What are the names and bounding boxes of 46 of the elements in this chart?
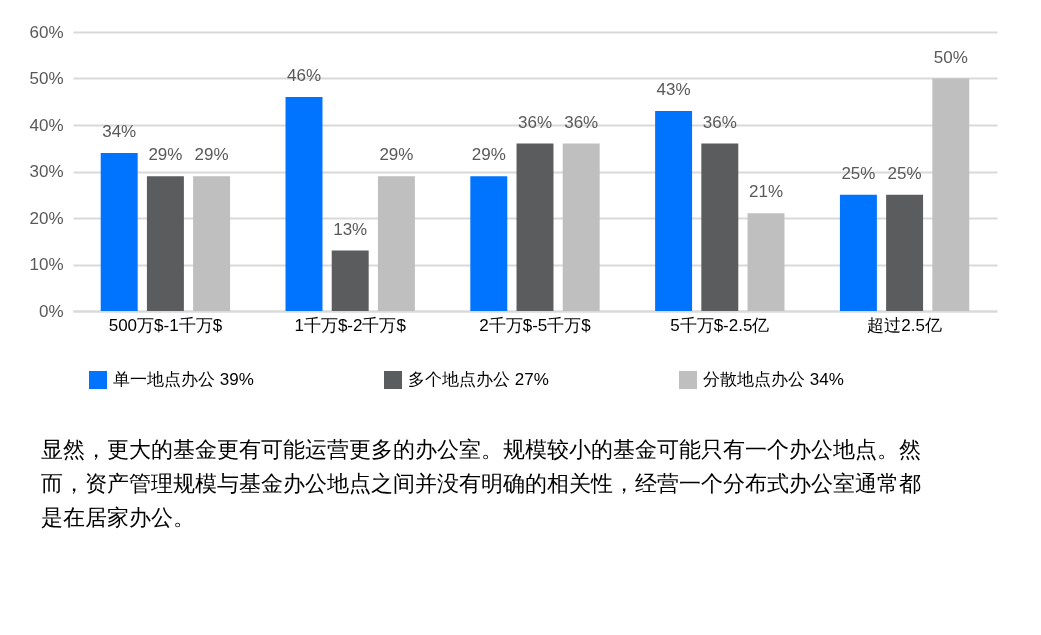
y-tick-label: 60% (29, 22, 64, 42)
y-tick-label: 50% (29, 69, 64, 88)
bar (331, 250, 369, 311)
bar (516, 143, 554, 311)
bar (193, 176, 231, 311)
data-label: 46% (286, 66, 322, 86)
legend-label: 分散地点办公 34% (703, 370, 844, 389)
data-label: 29% (471, 145, 506, 165)
data-label: 13% (333, 219, 368, 239)
legend-label: 单一地点办公 39% (113, 370, 254, 389)
x-tick-label: 1千万$-2千万$ (294, 315, 407, 335)
bar (285, 97, 323, 311)
data-label: 25% (887, 163, 922, 183)
bar (886, 194, 924, 311)
data-label: 50% (933, 47, 968, 67)
bar (747, 213, 785, 311)
bar (932, 78, 970, 311)
text: 显然，更大的基金更有可能运营更多的办公室。规模较小的基金可能只有一个办公地点。然而，资产管理规模与基金办公地点之间并没有明确的相关性，经营一个分布式办公室通常都是在居家办公。 (41, 437, 921, 530)
bar (377, 176, 415, 311)
bar (562, 143, 600, 311)
legend-label: 多个地点办公 27% (408, 370, 549, 389)
y-tick-label: 0% (38, 301, 64, 321)
x-tick-label: 500万$-1千万$ (108, 315, 223, 335)
bar (146, 176, 184, 311)
data-label: 36% (517, 112, 553, 132)
data-label: 29% (379, 145, 414, 165)
data-label: 29% (194, 145, 229, 165)
bar (470, 176, 508, 311)
bar (100, 152, 138, 311)
data-label: 34% (102, 121, 137, 141)
bar (701, 143, 739, 311)
bar (839, 194, 877, 311)
x-tick-label: 超过2.5亿 (867, 315, 942, 335)
bar (655, 111, 693, 311)
x-tick-label: 5千万$-2.5亿 (670, 315, 770, 335)
y-tick-label: 40% (29, 115, 64, 135)
x-tick-label: 2千万$-5千万$ (479, 315, 592, 335)
y-tick-label: 30% (29, 162, 64, 181)
y-tick-label: 20% (29, 208, 64, 228)
data-label: 43% (656, 80, 691, 100)
data-label: 21% (748, 182, 784, 202)
data-label: 25% (841, 163, 876, 183)
data-label: 36% (564, 112, 599, 132)
y-tick-label: 10% (29, 255, 64, 274)
data-label: 29% (148, 145, 183, 165)
data-label: 36% (702, 112, 737, 132)
